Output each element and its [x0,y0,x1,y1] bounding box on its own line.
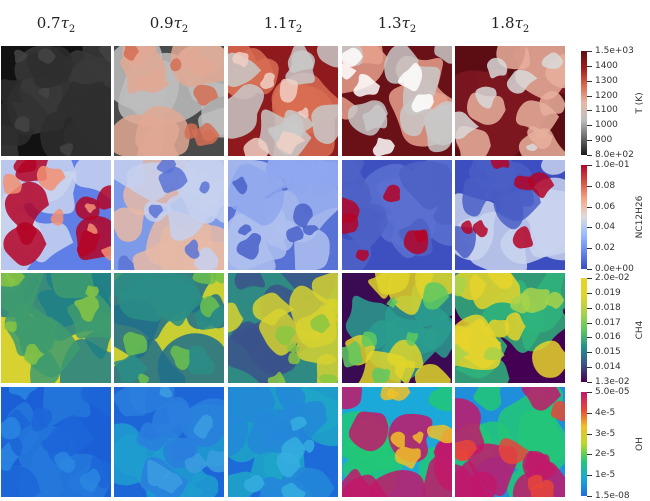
colorbar-tick [587,66,592,67]
field-panel [1,46,111,156]
colorbar-title: T (K) [635,92,645,114]
colorbar-tick-label: 1.3e-02 [595,377,630,387]
colorbar-tick [587,323,592,324]
colorbar-tick [587,475,592,476]
colorbar-tick [587,367,592,368]
colorbar-tick-label: 900 [595,135,613,145]
colorbar-tick-label: 0.018 [595,303,621,313]
colorbar-tick-label: 1.0e-01 [595,160,630,170]
field-panel [342,46,452,156]
column-title: 1.1τ2 [263,14,303,35]
colorbar-tick-label: 0.014 [595,362,621,372]
colorbar-tick [587,81,592,82]
field-panel [455,273,565,383]
colorbar-tick [587,140,592,141]
colorbar-tick-label: 1.5e-08 [595,491,630,501]
colorbar-title: NC12H26 [635,195,645,239]
colorbar-tick [587,269,592,270]
colorbar-title: CH4 [635,320,645,340]
colorbar [581,51,587,155]
colorbar-tick [587,413,592,414]
colorbar-tick-label: 0.015 [595,347,621,357]
colorbar-tick-label: 2.0e-02 [595,273,630,283]
field-panel [228,387,338,497]
colorbar-tick [587,125,592,126]
colorbar-tick [587,155,592,156]
colorbar-tick [587,496,592,497]
column-title: 1.8τ2 [490,14,530,35]
colorbar-tick-label: 0.02 [595,243,616,253]
field-panel [455,46,565,156]
colorbar-title: OH [635,437,645,451]
colorbar-tick-label: 5.0e-05 [595,387,630,397]
field-panel [455,160,565,270]
field-panel [114,387,224,497]
colorbar-tick [587,227,592,228]
field-panel [342,160,452,270]
colorbar-tick [587,337,592,338]
field-panel [114,273,224,383]
colorbar-tick [587,382,592,383]
column-title: 0.7τ2 [36,14,76,35]
colorbar-tick-label: 1100 [595,105,618,115]
colorbar-tick [587,278,592,279]
colorbar-tick [587,352,592,353]
colorbar-tick [587,165,592,166]
field-panel [114,46,224,156]
colorbar [581,392,587,496]
field-panel [1,387,111,497]
field-panel [228,46,338,156]
field-panel [1,160,111,270]
colorbar [581,165,587,269]
colorbar-tick [587,293,592,294]
colorbar-tick [587,96,592,97]
colorbar-tick [587,308,592,309]
field-panel [228,160,338,270]
colorbar-tick-label: 0.06 [595,202,616,212]
colorbar-tick-label: 1300 [595,76,618,86]
colorbar-tick [587,207,592,208]
colorbar-tick [587,248,592,249]
colorbar-tick-label: 8.0e+02 [595,150,634,160]
colorbar-tick-label: 3e-5 [595,429,616,439]
column-title: 0.9τ2 [149,14,189,35]
field-panel [342,387,452,497]
field-panel [114,160,224,270]
colorbar-tick-label: 0.08 [595,181,616,191]
colorbar-tick-label: 0.016 [595,332,621,342]
field-panel [1,273,111,383]
colorbar-tick [587,110,592,111]
colorbar-tick [587,51,592,52]
colorbar-tick-label: 1e-5 [595,470,616,480]
colorbar-tick [587,392,592,393]
colorbar-tick [587,454,592,455]
colorbar-tick-label: 0.04 [595,222,616,232]
field-panel [228,273,338,383]
colorbar-tick [587,186,592,187]
colorbar-tick-label: 1.5e+03 [595,46,634,56]
colorbar [581,278,587,382]
colorbar-tick-label: 0.017 [595,318,621,328]
colorbar-tick-label: 4e-5 [595,408,616,418]
colorbar-tick-label: 1200 [595,91,618,101]
field-panel [455,387,565,497]
colorbar-tick-label: 2e-5 [595,449,616,459]
colorbar-tick [587,434,592,435]
field-panel [342,273,452,383]
colorbar-tick-label: 1400 [595,61,618,71]
colorbar-tick-label: 1000 [595,120,618,130]
column-title: 1.3τ2 [377,14,417,35]
colorbar-tick-label: 0.019 [595,288,621,298]
colorbar-tick-label: 0.0e+00 [595,264,634,274]
